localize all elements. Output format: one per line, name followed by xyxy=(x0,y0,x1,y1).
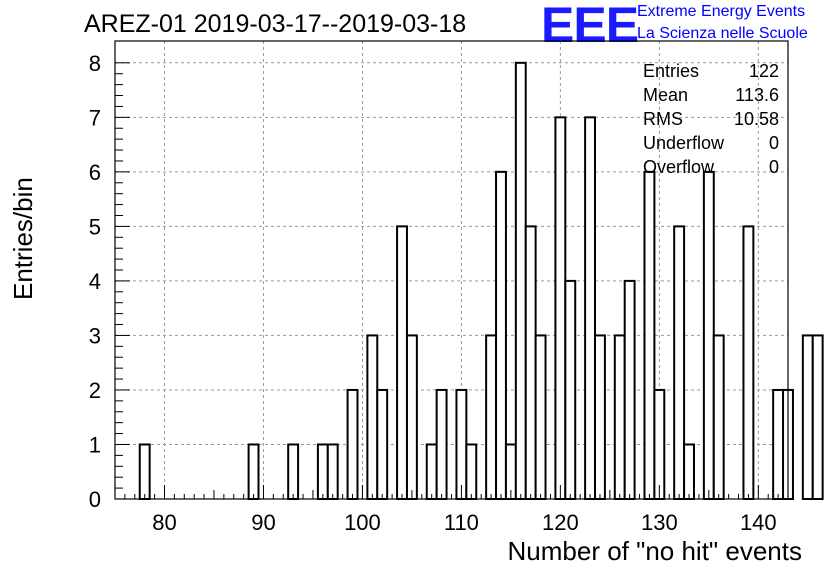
histogram-bin xyxy=(554,116,567,500)
histogram-bin xyxy=(346,388,359,501)
stats-value: 0 xyxy=(768,133,779,153)
histogram-bin xyxy=(673,225,686,500)
y-tick-label: 1 xyxy=(89,432,101,457)
histogram-bin xyxy=(138,443,151,501)
y-tick-label: 4 xyxy=(89,269,101,294)
stats-row-rms: RMS 10.58 xyxy=(643,107,779,131)
y-tick-label: 8 xyxy=(89,51,101,76)
stats-value: 10.58 xyxy=(733,109,779,129)
y-tick-label: 2 xyxy=(89,378,101,403)
stats-row-mean: Mean 113.6 xyxy=(643,83,779,107)
x-tick-label: 140 xyxy=(740,510,777,535)
histogram-bin xyxy=(514,61,527,501)
histogram-bin xyxy=(465,443,478,501)
stats-label: Overflow xyxy=(643,157,715,177)
y-tick-label: 7 xyxy=(89,105,101,130)
histogram-bin xyxy=(425,443,438,501)
stats-label: RMS xyxy=(643,109,683,129)
histogram-bin xyxy=(584,116,597,500)
y-tick-label: 6 xyxy=(89,160,101,185)
histogram-bin xyxy=(742,225,755,500)
x-axis-label: Number of "no hit" events xyxy=(507,536,803,566)
histogram-bin xyxy=(643,170,656,500)
stats-label: Entries xyxy=(643,61,700,81)
histogram-bin xyxy=(772,388,785,501)
y-tick-label: 5 xyxy=(89,214,101,239)
logo-line-2: La Scienza nelle Scuole xyxy=(637,25,808,42)
x-tick-label: 130 xyxy=(641,510,678,535)
histogram-bin xyxy=(287,443,300,501)
stats-label: Underflow xyxy=(643,133,725,153)
x-tick-label: 80 xyxy=(152,510,176,535)
histogram-bin xyxy=(613,334,626,500)
histogram-bin xyxy=(435,388,448,501)
histogram-bin xyxy=(455,388,468,501)
stats-value: 113.6 xyxy=(735,85,779,105)
x-tick-label: 90 xyxy=(251,510,275,535)
x-tick-label: 100 xyxy=(344,510,381,535)
stats-row-overflow: Overflow 0 xyxy=(643,155,779,179)
stats-value: 0 xyxy=(768,157,779,177)
x-tick-label: 120 xyxy=(542,510,579,535)
histogram-bin xyxy=(811,334,824,500)
stats-row-entries: Entries 122 xyxy=(643,59,779,83)
histogram-bin xyxy=(702,170,715,500)
histogram-bin xyxy=(564,279,577,500)
histogram-bin xyxy=(247,443,260,501)
stats-label: Mean xyxy=(643,85,689,105)
logo-line-1: Extreme Energy Events xyxy=(637,3,806,20)
histogram-bin xyxy=(396,225,408,500)
stats-row-underflow: Underflow 0 xyxy=(643,131,779,155)
histogram-bin xyxy=(366,334,379,500)
histogram-bin xyxy=(376,388,389,501)
histogram-bin xyxy=(801,334,814,500)
histogram-bin xyxy=(623,279,636,500)
stats-value: 122 xyxy=(748,61,779,81)
histogram-bin xyxy=(653,388,666,501)
histogram-bin xyxy=(712,334,725,500)
x-tick-label: 110 xyxy=(444,510,479,535)
histogram-bin xyxy=(495,170,507,500)
y-tick-label: 0 xyxy=(89,487,101,512)
histogram-bin xyxy=(405,334,418,500)
y-tick-label: 3 xyxy=(89,323,101,348)
chart-title: AREZ-01 2019-03-17--2019-03-18 xyxy=(84,10,467,38)
histogram-bin xyxy=(524,225,537,500)
histogram-bin xyxy=(683,443,695,501)
histogram-bin xyxy=(326,443,339,501)
histogram-bin xyxy=(534,334,547,500)
histogram-bin xyxy=(485,334,498,500)
eee-logo: EEE xyxy=(541,0,639,53)
histogram-bin xyxy=(594,334,606,500)
stats-box: Entries 122 Mean 113.6 RMS 10.58 Underflow 0… xyxy=(643,59,779,179)
histogram-bin xyxy=(316,443,329,501)
